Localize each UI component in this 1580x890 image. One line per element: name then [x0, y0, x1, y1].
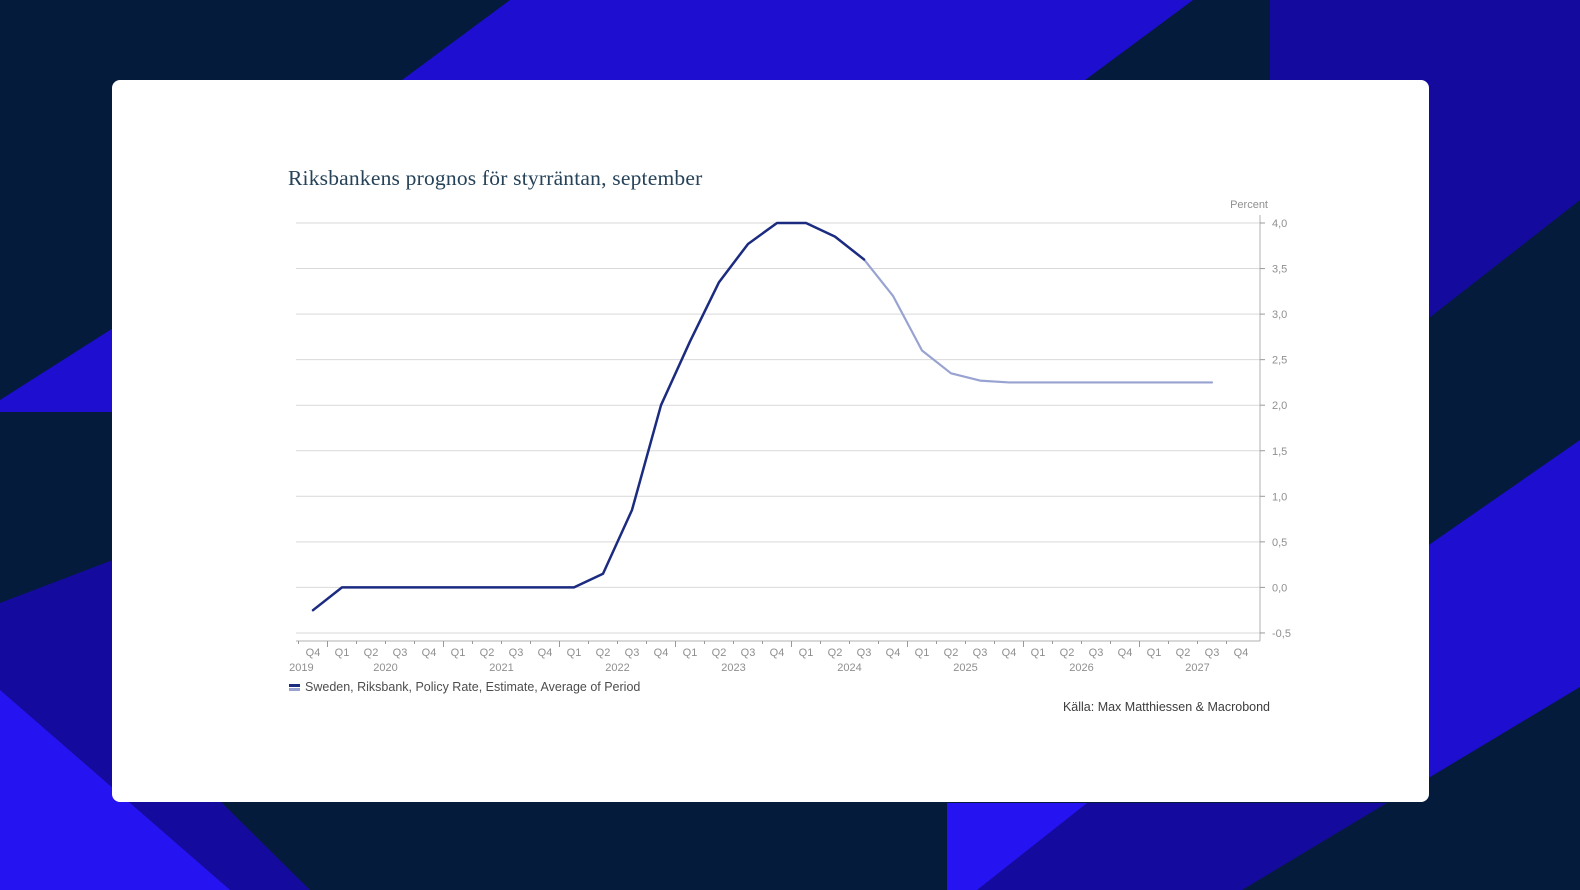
series-lines — [311, 221, 1214, 612]
line-chart: Percent 4,0 3,5 3,0 2,5 2,0 1,5 1,0 0,5 0,0 -0,5 Q4… — [289, 199, 1291, 674]
svg-text:2027: 2027 — [1185, 662, 1209, 674]
svg-text:2022: 2022 — [605, 662, 629, 674]
legend-series-marker — [289, 684, 300, 691]
svg-text:2021: 2021 — [489, 662, 513, 674]
svg-text:Q4: Q4 — [1002, 647, 1017, 659]
svg-text:Q1: Q1 — [1147, 647, 1162, 659]
svg-text:Q1: Q1 — [1031, 647, 1046, 659]
svg-text:Q2: Q2 — [364, 647, 379, 659]
svg-text:Q4: Q4 — [654, 647, 669, 659]
svg-text:Q3: Q3 — [857, 647, 872, 659]
svg-text:Q4: Q4 — [886, 647, 901, 659]
x-axis: Q4 Q1 Q2 Q3 Q4 Q1 Q2 Q3 Q4 Q1 Q2 Q3 Q4 Q1 Q2 Q3 Q4 Q1 Q2 Q3… — [289, 640, 1260, 674]
svg-text:Percent: Percent — [1230, 199, 1268, 211]
svg-text:Q4: Q4 — [770, 647, 785, 659]
chart-card: Percent 4,0 3,5 3,0 2,5 2,0 1,5 1,0 0,5 0,0 -0,5 Q4… — [112, 80, 1429, 802]
svg-text:2020: 2020 — [373, 662, 397, 674]
legend-label: Sweden, Riksbank, Policy Rate, Estimate,… — [305, 680, 641, 694]
svg-text:3,0: 3,0 — [1272, 309, 1287, 321]
svg-text:Q2: Q2 — [944, 647, 959, 659]
svg-text:Q4: Q4 — [306, 647, 321, 659]
svg-text:Q4: Q4 — [422, 647, 437, 659]
svg-text:1,0: 1,0 — [1272, 491, 1287, 503]
svg-text:Q1: Q1 — [799, 647, 814, 659]
svg-text:Q1: Q1 — [915, 647, 930, 659]
svg-text:4,0: 4,0 — [1272, 218, 1287, 230]
svg-text:Q2: Q2 — [1060, 647, 1075, 659]
svg-text:2,0: 2,0 — [1272, 400, 1287, 412]
source-attribution: Källa: Max Matthiessen & Macrobond — [1062, 700, 1270, 714]
svg-text:2,5: 2,5 — [1272, 355, 1287, 367]
svg-text:2023: 2023 — [721, 662, 745, 674]
svg-text:1,5: 1,5 — [1272, 446, 1287, 458]
y-axis: Percent 4,0 3,5 3,0 2,5 2,0 1,5 1,0 0,5 0,0 -0,5 — [1230, 199, 1291, 641]
svg-text:Q1: Q1 — [567, 647, 582, 659]
svg-text:0,5: 0,5 — [1272, 537, 1287, 549]
svg-text:Q3: Q3 — [1205, 647, 1220, 659]
svg-text:Q3: Q3 — [509, 647, 524, 659]
svg-text:Q2: Q2 — [828, 647, 843, 659]
svg-text:Q2: Q2 — [712, 647, 727, 659]
svg-text:Q3: Q3 — [625, 647, 640, 659]
svg-text:Q4: Q4 — [1234, 647, 1249, 659]
svg-text:2026: 2026 — [1069, 662, 1093, 674]
svg-text:Q2: Q2 — [596, 647, 611, 659]
svg-text:2025: 2025 — [953, 662, 977, 674]
svg-text:Q3: Q3 — [393, 647, 408, 659]
svg-text:Q2: Q2 — [480, 647, 495, 659]
svg-text:Q3: Q3 — [741, 647, 756, 659]
chart-title: Riksbankens prognos för styrräntan, sept… — [288, 166, 703, 190]
svg-text:2024: 2024 — [837, 662, 861, 674]
gridlines — [296, 222, 1260, 634]
series-line-historical — [311, 221, 866, 612]
svg-text:2019: 2019 — [289, 662, 313, 674]
series-line-forecast — [862, 258, 1214, 384]
svg-text:Q4: Q4 — [1118, 647, 1133, 659]
svg-text:Q4: Q4 — [538, 647, 553, 659]
svg-text:Q3: Q3 — [973, 647, 988, 659]
svg-text:Q3: Q3 — [1089, 647, 1104, 659]
svg-text:Q2: Q2 — [1176, 647, 1191, 659]
svg-text:Q1: Q1 — [451, 647, 466, 659]
svg-text:Q1: Q1 — [335, 647, 350, 659]
svg-text:Q1: Q1 — [683, 647, 698, 659]
svg-text:0,0: 0,0 — [1272, 582, 1287, 594]
legend: Sweden, Riksbank, Policy Rate, Estimate,… — [289, 680, 640, 694]
svg-text:3,5: 3,5 — [1272, 264, 1287, 276]
svg-text:-0,5: -0,5 — [1272, 628, 1291, 640]
